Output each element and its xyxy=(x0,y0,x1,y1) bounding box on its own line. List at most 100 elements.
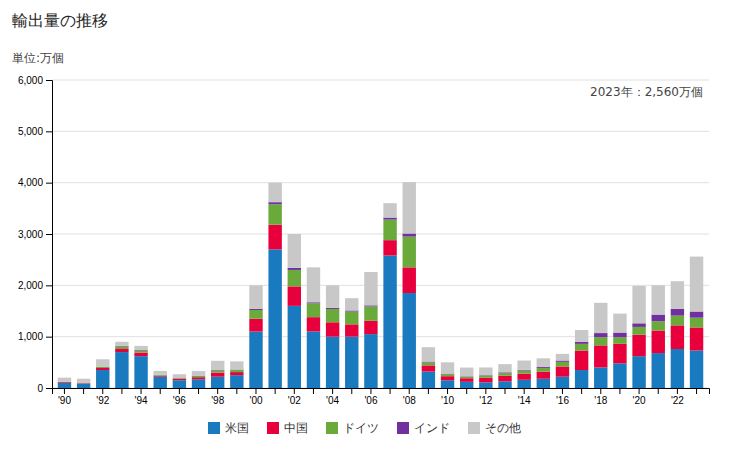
bar xyxy=(479,378,492,383)
series xyxy=(58,182,704,383)
bar xyxy=(498,376,511,382)
bar xyxy=(211,373,224,377)
bar xyxy=(690,351,703,388)
bar xyxy=(383,203,396,217)
grid-line xyxy=(52,131,709,132)
bar xyxy=(422,347,435,361)
tick: '04 xyxy=(326,388,339,406)
tick-mark xyxy=(160,388,161,394)
tick: '10 xyxy=(441,388,454,406)
tick: '94 xyxy=(135,388,148,406)
legend-item: 中国 xyxy=(267,421,308,435)
tick-mark xyxy=(46,285,52,286)
bar xyxy=(345,337,358,388)
bar xyxy=(671,309,684,316)
bar xyxy=(192,371,205,376)
bar xyxy=(403,182,416,233)
grid xyxy=(52,80,709,388)
tick-label: '92 xyxy=(96,395,109,406)
bar xyxy=(403,237,416,268)
tick xyxy=(581,388,582,394)
tick-mark xyxy=(466,388,467,394)
bar xyxy=(77,383,90,385)
x-axis: '90'92'94'96'98'00'02'04'06'08'10'12'14'… xyxy=(53,388,710,406)
bar xyxy=(594,345,607,367)
tick: '02 xyxy=(288,388,301,406)
bar xyxy=(134,356,147,388)
bar xyxy=(403,233,416,236)
bar xyxy=(115,342,128,346)
tick-mark xyxy=(64,388,65,394)
tick-mark xyxy=(639,388,640,394)
bar xyxy=(594,333,607,337)
bar xyxy=(537,368,550,372)
bar xyxy=(613,314,626,333)
tick-mark xyxy=(198,388,199,394)
bar xyxy=(154,377,167,388)
tick: '12 xyxy=(479,388,492,406)
bar xyxy=(249,310,262,319)
tick-mark xyxy=(370,388,371,394)
bar xyxy=(326,308,339,309)
bar xyxy=(441,374,454,376)
bar xyxy=(230,375,243,388)
tick: '98 xyxy=(211,388,224,406)
bar xyxy=(326,337,339,388)
grid-line xyxy=(52,182,709,183)
tick-mark xyxy=(600,388,601,394)
bar xyxy=(517,361,530,370)
bar xyxy=(307,332,320,388)
bar xyxy=(345,298,358,310)
bar xyxy=(288,270,301,286)
bar xyxy=(652,353,665,388)
tick xyxy=(236,388,237,394)
bar xyxy=(594,337,607,345)
tick-label: 6,000 xyxy=(18,75,43,86)
tick-mark xyxy=(141,388,142,394)
tick xyxy=(83,388,84,394)
bar xyxy=(575,351,588,371)
bar xyxy=(77,379,90,383)
bar xyxy=(556,377,569,388)
tick: '92 xyxy=(96,388,109,406)
tick-label: '20 xyxy=(633,395,646,406)
tick-mark xyxy=(217,388,218,394)
bar xyxy=(230,361,243,369)
bar xyxy=(364,305,377,306)
bar xyxy=(268,204,281,225)
tick-mark xyxy=(46,337,52,338)
tick: '90 xyxy=(58,388,71,406)
bar xyxy=(556,362,569,367)
bar xyxy=(403,293,416,388)
tick-mark xyxy=(46,388,52,389)
legend-item: その他 xyxy=(468,421,521,435)
tick-mark xyxy=(543,388,544,394)
series xyxy=(58,225,704,384)
bar xyxy=(517,380,530,388)
bar xyxy=(498,373,511,376)
tick-label: '04 xyxy=(326,395,339,406)
bar xyxy=(173,380,186,388)
tick xyxy=(313,388,314,394)
bar xyxy=(690,327,703,350)
tick-mark xyxy=(524,388,525,394)
legend-label: ドイツ xyxy=(343,421,379,435)
tick-mark xyxy=(46,234,52,235)
tick-mark xyxy=(332,388,333,394)
bar xyxy=(652,315,665,322)
tick-mark xyxy=(677,388,678,394)
tick: 6,000 xyxy=(18,75,52,86)
tick xyxy=(198,388,199,394)
tick-label: 3,000 xyxy=(18,229,43,240)
grid-line xyxy=(52,285,709,286)
tick-mark xyxy=(351,388,352,394)
bar xyxy=(364,334,377,388)
tick-label: '08 xyxy=(403,395,416,406)
bar xyxy=(268,202,281,204)
tick-mark xyxy=(236,388,237,394)
bar xyxy=(517,371,530,374)
tick-mark xyxy=(428,388,429,394)
bar xyxy=(288,234,301,268)
y-axis: 01,0002,0003,0004,0005,0006,000 xyxy=(18,75,53,394)
annotation: 2023年：2,560万個 xyxy=(590,85,703,99)
